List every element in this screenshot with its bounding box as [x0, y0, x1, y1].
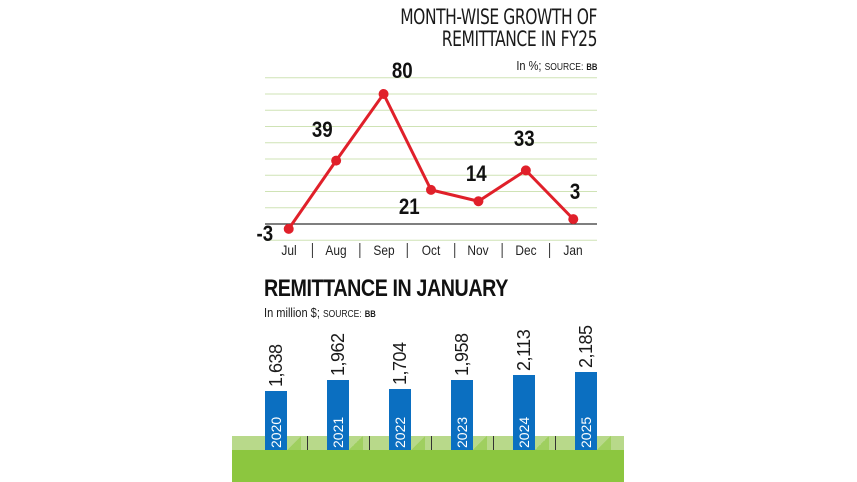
ground-base	[232, 450, 624, 482]
bar-2020	[265, 391, 287, 450]
bar-unit-label: In million $;	[264, 305, 320, 320]
bar-shadow	[411, 436, 425, 450]
ground-divider	[307, 436, 308, 450]
bar-shadow	[535, 436, 549, 450]
data-label: 80	[391, 58, 413, 83]
ground-divider	[555, 436, 556, 450]
data-point	[378, 89, 389, 99]
ground-divider	[431, 436, 432, 450]
bar-value-label: 2,113	[514, 329, 534, 371]
bar-2024	[513, 374, 535, 450]
bar-value-label: 2,185	[576, 325, 596, 368]
bar-year-label: 2024	[516, 416, 532, 448]
source-note: In %; SOURCE: BB	[516, 58, 597, 73]
data-point	[568, 214, 579, 225]
data-point	[283, 223, 294, 234]
x-axis-label: Nov	[467, 242, 490, 258]
bar-year-label: 2025	[578, 416, 594, 448]
bar-year-label: 2023	[454, 416, 470, 448]
bar-source-label: SOURCE:	[322, 309, 362, 320]
bar-value-label: 1,962	[328, 333, 348, 376]
data-label: 39	[311, 116, 333, 142]
bar-source-value: BB	[364, 309, 376, 319]
bar-shadow	[349, 436, 363, 450]
bar-shadow	[473, 436, 487, 450]
x-axis-label: Sep	[372, 242, 395, 258]
data-label: 21	[398, 193, 420, 219]
bar-year-label: 2020	[268, 416, 284, 448]
chart-title: MONTH-WISE GROWTH OF REMITTANCE IN FY25	[400, 6, 597, 50]
data-label: -3	[256, 220, 273, 246]
bar-year-label: 2022	[392, 416, 408, 448]
bar-shadow	[287, 436, 301, 450]
ground-divider	[493, 436, 494, 450]
bar-shadow	[597, 436, 611, 450]
bar-source-note: In million $; SOURCE: BB	[264, 305, 376, 320]
source-value: BB	[585, 62, 597, 72]
x-axis-label: Jan	[563, 242, 583, 258]
title-line-1: MONTH-WISE GROWTH OF	[400, 5, 597, 29]
x-axis-label: Dec	[515, 242, 537, 258]
data-label: 3	[570, 179, 581, 205]
bar-value-label: 1,958	[452, 333, 472, 376]
unit-label: In %;	[515, 58, 542, 73]
x-axis-label: Aug	[325, 242, 347, 258]
data-label: 33	[513, 126, 535, 152]
bar-2023	[451, 379, 473, 450]
bar-chart-title: REMITTANCE IN JANUARY	[264, 275, 508, 302]
x-axis-label: Oct	[421, 242, 441, 258]
ground-divider	[369, 436, 370, 450]
bar-value-label: 1,638	[266, 344, 286, 387]
bar-2022	[389, 388, 411, 450]
bar-year-label: 2021	[330, 416, 346, 448]
data-point	[473, 196, 484, 207]
bar-2021	[327, 379, 349, 450]
title-line-2: REMITTANCE IN FY25	[441, 27, 598, 51]
data-point	[331, 155, 342, 166]
source-label: SOURCE:	[544, 62, 583, 73]
data-label: 14	[466, 161, 488, 187]
bar-value-label: 1,704	[390, 342, 410, 385]
bar-2025	[575, 372, 597, 450]
x-axis-label: Jul	[281, 242, 297, 258]
data-point	[426, 184, 436, 195]
line-chart	[265, 77, 597, 258]
data-point	[520, 165, 531, 176]
